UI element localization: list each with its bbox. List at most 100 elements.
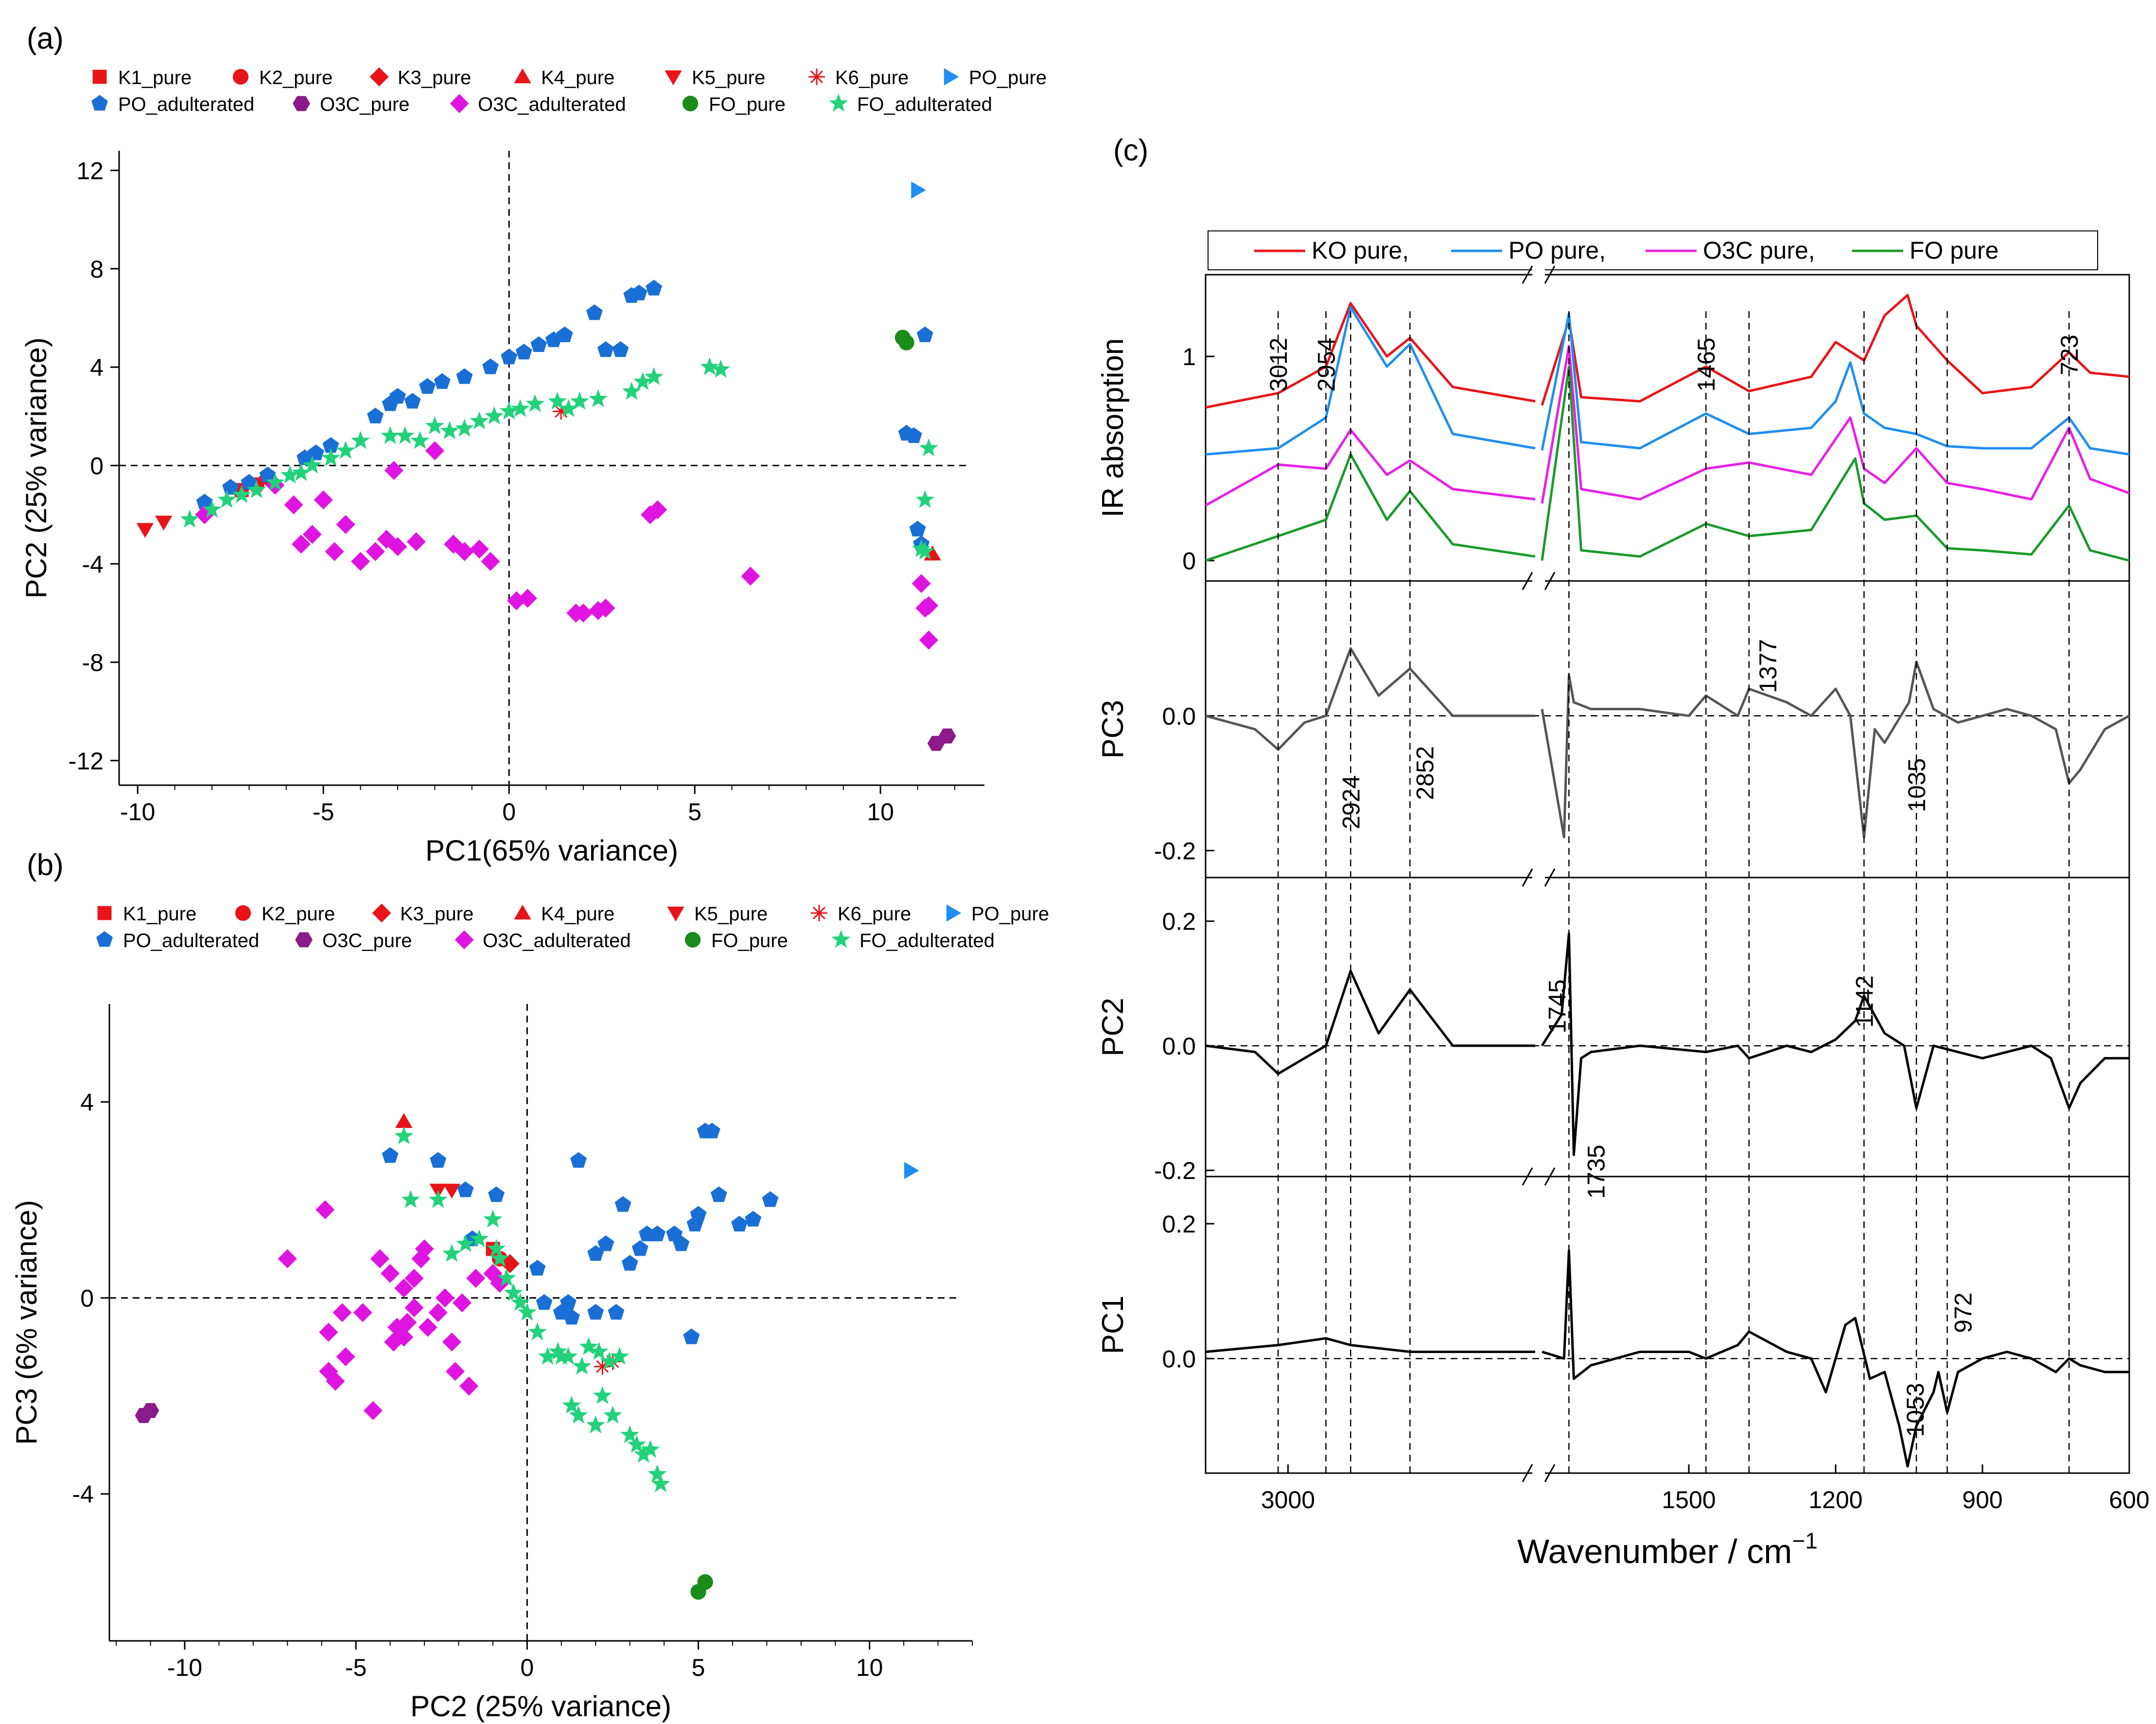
data-point — [574, 603, 593, 623]
data-point — [597, 1235, 614, 1251]
peak-label: 1377 — [1754, 639, 1782, 693]
y-tick-label: 4 — [80, 1089, 94, 1116]
spectrum-line-ko-pure — [1205, 302, 1536, 409]
data-point — [579, 1337, 598, 1355]
subplot-frame — [1205, 1176, 2130, 1474]
x-axis-label: PC1(65% variance) — [425, 834, 678, 867]
data-point — [538, 1347, 557, 1365]
data-point — [322, 437, 339, 453]
legend-marker-k5_pure — [665, 70, 682, 86]
data-point — [401, 1190, 421, 1208]
data-point — [428, 1190, 448, 1208]
data-point — [559, 399, 578, 417]
series-po_adulterated — [196, 280, 933, 551]
data-point — [333, 1303, 352, 1322]
axis-break-mark — [1522, 868, 1533, 887]
series-k5_pure — [136, 515, 173, 538]
legend-label: KO pure, — [1312, 237, 1409, 264]
data-point — [404, 393, 421, 409]
series-po_pure — [911, 181, 926, 199]
axis-break-mark — [1544, 1464, 1556, 1482]
legend-label: O3C_pure — [320, 94, 410, 115]
data-point — [202, 500, 222, 518]
data-point — [418, 1318, 438, 1337]
data-point — [217, 490, 236, 508]
series-fo_pure — [894, 330, 914, 351]
x-tick-label: 10 — [856, 1654, 883, 1681]
data-point — [589, 1342, 609, 1360]
data-point — [388, 537, 407, 556]
legend-marker-o3c_pure — [293, 96, 310, 111]
data-point — [529, 1260, 546, 1276]
legend-label: FO_pure — [711, 930, 788, 951]
data-point — [648, 500, 667, 519]
data-point — [938, 728, 956, 744]
x-tick-label: 1500 — [1662, 1486, 1716, 1513]
y-axis-label: PC3 — [1096, 700, 1130, 759]
data-point — [499, 401, 519, 420]
data-point — [455, 419, 474, 437]
data-point — [587, 1304, 604, 1320]
data-point — [597, 341, 614, 357]
data-point — [909, 521, 926, 537]
x-tick-label: 5 — [692, 1654, 705, 1681]
data-point — [404, 1268, 424, 1288]
data-point — [440, 421, 459, 440]
data-point — [381, 1264, 400, 1283]
axis-break-gap — [1532, 571, 1545, 591]
data-point — [470, 539, 489, 559]
data-point — [634, 1444, 653, 1463]
data-point — [593, 1386, 612, 1404]
legend-label: K3_pure — [400, 903, 473, 925]
legend-label: FO_pure — [709, 94, 786, 115]
axis-break-gap — [1532, 265, 1545, 284]
data-point — [569, 1406, 588, 1424]
data-point — [395, 1113, 413, 1128]
peak-label: 1465 — [1693, 337, 1720, 391]
x-tick-label: 0 — [502, 798, 516, 826]
data-point — [398, 1313, 417, 1332]
legend-label: K4_pure — [541, 67, 614, 88]
data-point — [610, 1347, 629, 1365]
data-point — [302, 525, 322, 544]
data-point — [428, 1303, 448, 1322]
data-point — [697, 1574, 713, 1590]
data-point — [904, 1161, 919, 1179]
data-point — [394, 1126, 414, 1144]
x-tick-label: 1200 — [1808, 1486, 1862, 1513]
legend-label: K5_pure — [694, 903, 768, 925]
data-point — [911, 181, 926, 199]
data-point — [572, 1356, 592, 1375]
legend-label: K1_pure — [123, 903, 196, 925]
data-point — [307, 444, 324, 460]
peak-label: 1053 — [1902, 1383, 1929, 1437]
spectrum-line-po-pure — [1541, 312, 2130, 456]
subplot-pc3: 0.0 -0.2 PC3 — [1096, 571, 2130, 887]
data-point — [501, 349, 518, 365]
data-point — [485, 406, 504, 424]
data-point — [589, 389, 608, 407]
data-point — [351, 552, 370, 571]
data-point — [741, 566, 760, 586]
legend-marker-po_pure — [946, 904, 962, 922]
data-point — [916, 326, 933, 342]
data-point — [351, 431, 370, 449]
data-point — [526, 394, 544, 412]
legend-label: FO_adulterated — [859, 930, 995, 951]
data-point — [500, 1254, 520, 1273]
asterisk-stroke — [812, 906, 826, 920]
legend-label: PO pure, — [1508, 237, 1606, 264]
spectrum-line-pc2 — [1205, 969, 1535, 1075]
spectra-legend: KO pure, PO pure, O3C pure, FO pure — [1208, 230, 2098, 270]
spectra-panel-c: (c) KO pure, PO pure, O3C pure, FO pure 0 1 IR … — [1096, 134, 2150, 1570]
data-point — [291, 463, 311, 481]
x-tick-label: 3000 — [1261, 1486, 1315, 1513]
peak-label: 723 — [2056, 334, 2083, 375]
data-point — [621, 1255, 638, 1271]
subplot-ir-absorption: 0 1 IR absorption — [1096, 265, 2130, 591]
data-point — [711, 359, 730, 378]
data-point — [457, 1181, 474, 1197]
data-point — [700, 357, 719, 375]
x-tick-label: 900 — [1962, 1486, 2002, 1513]
